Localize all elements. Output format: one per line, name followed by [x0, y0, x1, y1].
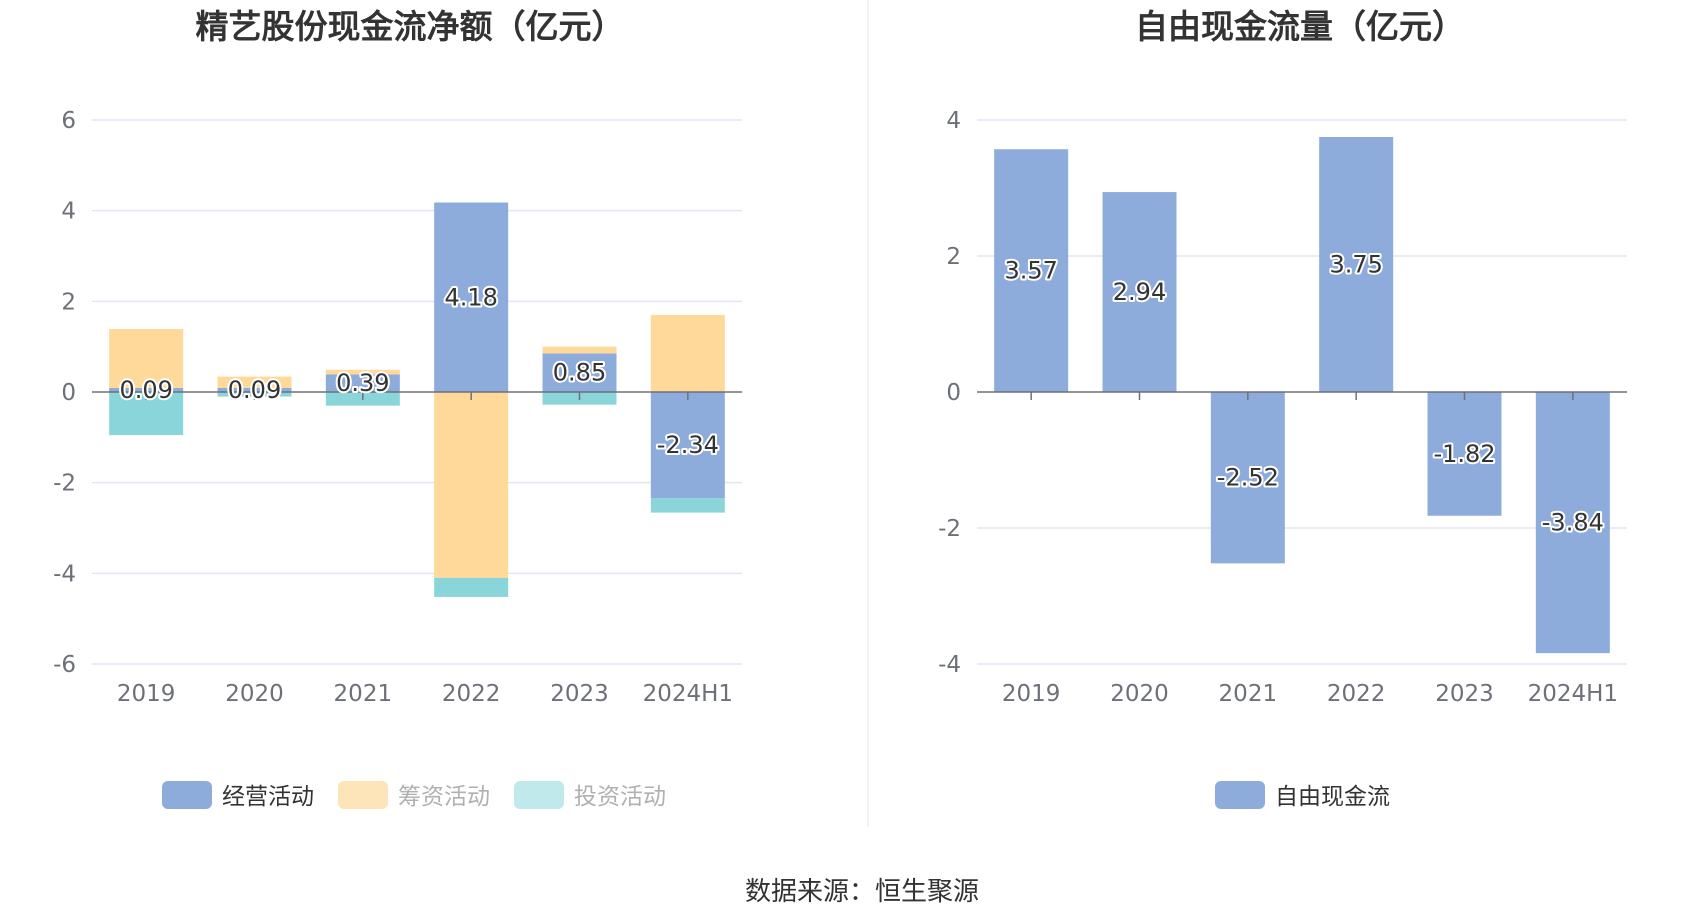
bar-自由现金流-2019[interactable]: [994, 149, 1069, 392]
bar-筹资活动-2021[interactable]: [325, 369, 400, 375]
data-label: 3.75: [1329, 251, 1382, 279]
legend-swatch: [514, 781, 564, 809]
bar-筹资活动-2022[interactable]: [434, 392, 509, 578]
bar-经营活动-2019[interactable]: [109, 387, 184, 392]
legend-swatch: [1215, 781, 1265, 809]
legend-item[interactable]: 筹资活动: [338, 781, 490, 810]
data-label: 0.85: [553, 359, 606, 387]
legend-label: 筹资活动: [398, 784, 490, 810]
bar-投资活动-2022[interactable]: [434, 577, 509, 597]
x-tick-label: 2024H1: [1528, 681, 1618, 707]
data-label: 0.09: [119, 376, 172, 404]
bar-筹资活动-2020[interactable]: [217, 376, 292, 388]
bar-筹资活动-2024H1[interactable]: [650, 314, 725, 392]
data-label: 0.39: [336, 369, 389, 397]
bar-自由现金流-2020[interactable]: [1102, 192, 1177, 392]
bar-自由现金流-2022[interactable]: [1319, 137, 1394, 392]
legend-label: 投资活动: [574, 784, 666, 810]
bar-经营活动-2024H1[interactable]: [650, 392, 725, 499]
x-tick-label: 2022: [1327, 681, 1386, 707]
y-tick-label: -2: [53, 471, 76, 497]
y-tick-label: -2: [938, 516, 961, 542]
bar-自由现金流-2024H1[interactable]: [1535, 392, 1610, 654]
left-legend[interactable]: 经营活动 筹资活动 投资活动: [162, 781, 666, 810]
y-tick-label: 4: [946, 108, 961, 134]
left-chart: 6 4 2 0 -2 -4 -6 2019 2020 2021 2022 2023 2024H1 0.09…: [53, 108, 742, 707]
x-tick-label: 2024H1: [643, 681, 733, 707]
x-tick-label: 2020: [1110, 681, 1169, 707]
data-label: 3.57: [1004, 257, 1057, 285]
data-label: -2.34: [657, 431, 719, 459]
x-tick-label: 2023: [550, 681, 609, 707]
bar-投资活动-2024H1[interactable]: [650, 498, 725, 513]
bar-经营活动-2023[interactable]: [542, 353, 617, 392]
legend-swatch: [338, 781, 388, 809]
data-label: 4.18: [444, 283, 497, 311]
legend-label: 经营活动: [222, 784, 314, 810]
right-legend[interactable]: 自由现金流: [1215, 781, 1390, 810]
y-tick-label: 2: [946, 244, 961, 270]
x-tick-label: 2023: [1435, 681, 1494, 707]
legend-item[interactable]: 投资活动: [514, 781, 666, 810]
legend-item[interactable]: 经营活动: [162, 781, 314, 810]
bar-经营活动-2020[interactable]: [217, 387, 292, 392]
data-label: -1.82: [1433, 440, 1495, 468]
x-tick-label: 2022: [442, 681, 501, 707]
data-label: -3.84: [1542, 509, 1604, 537]
y-tick-label: 0: [61, 380, 76, 406]
data-label: 0.09: [228, 376, 281, 404]
x-tick-label: 2020: [225, 681, 284, 707]
x-tick-label: 2019: [117, 681, 176, 707]
y-tick-label: 6: [61, 108, 76, 134]
bar-筹资活动-2023[interactable]: [542, 346, 617, 354]
bar-经营活动-2021[interactable]: [325, 374, 400, 392]
right-chart-title: 自由现金流量（亿元）: [1135, 7, 1465, 46]
y-tick-label: -4: [938, 652, 961, 678]
legend-item[interactable]: 自由现金流: [1215, 781, 1390, 810]
bar-自由现金流-2021[interactable]: [1210, 392, 1285, 564]
y-tick-label: 0: [946, 380, 961, 406]
left-chart-title: 精艺股份现金流净额（亿元）: [196, 7, 625, 46]
y-tick-label: 2: [61, 289, 76, 315]
x-tick-label: 2019: [1002, 681, 1061, 707]
y-tick-label: 4: [61, 199, 76, 225]
source-note: 数据来源：恒生聚源: [745, 877, 979, 907]
x-tick-label: 2021: [334, 681, 393, 707]
data-label: -2.52: [1217, 464, 1279, 492]
legend-swatch: [162, 781, 212, 809]
bar-经营活动-2022[interactable]: [434, 202, 509, 392]
y-tick-label: -4: [53, 561, 76, 587]
right-chart: 4 2 0 -2 -4 2019 2020 2021 2022 2023 2024H1 3.57 2.9…: [938, 108, 1627, 707]
bar-自由现金流-2023[interactable]: [1427, 392, 1502, 516]
y-tick-label: -6: [53, 652, 76, 678]
bar-筹资活动-2019[interactable]: [109, 328, 184, 388]
data-label: 2.94: [1113, 278, 1166, 306]
x-tick-label: 2021: [1219, 681, 1278, 707]
legend-label: 自由现金流: [1275, 784, 1390, 810]
